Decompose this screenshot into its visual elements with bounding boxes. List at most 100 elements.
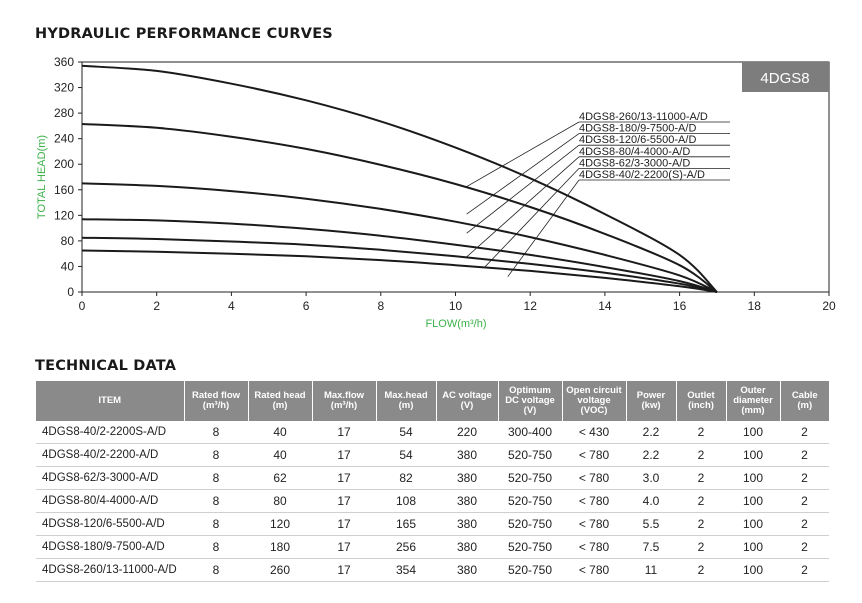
- table-cell: 17: [312, 421, 376, 444]
- table-cell: 2.2: [626, 421, 676, 444]
- legend-label: 4DGS8-120/6-5500-A/D: [579, 134, 696, 146]
- table-cell: < 780: [562, 443, 626, 467]
- table-cell: 256: [376, 535, 436, 559]
- table-cell: < 430: [562, 421, 626, 444]
- table-cell: 62: [248, 466, 312, 490]
- table-cell: 2: [780, 489, 829, 513]
- table-row: 4DGS8-62/3-3000-A/D 8 62 17 82 380 520-750 < 78…: [36, 466, 829, 490]
- table-cell: 520-750: [498, 558, 562, 582]
- legend: 4DGS8-260/13-11000-A/D4DGS8-180/9-7500-A…: [579, 111, 708, 181]
- leader-line: [466, 133, 580, 215]
- table-cell: < 780: [562, 535, 626, 559]
- table-cell: 2.2: [626, 443, 676, 467]
- y-tick-label: 120: [54, 208, 74, 222]
- table-cell: 180: [248, 535, 312, 559]
- table-cell: 260: [248, 558, 312, 582]
- table-cell: 4DGS8-180/9-7500-A/D: [36, 535, 184, 559]
- table-cell: 100: [726, 558, 780, 582]
- table-cell: 380: [436, 558, 498, 582]
- x-axis-ticks: 0 2 4 6 8 10 12 14 16 18 20: [79, 292, 836, 313]
- table-row: 4DGS8-40/2-2200S-A/D 8 40 17 54 220 300-400 < 4…: [36, 421, 829, 444]
- x-tick-label: 18: [748, 299, 762, 313]
- table-cell: 4DGS8-40/2-2200S-A/D: [36, 421, 184, 444]
- table-cell: 82: [376, 466, 436, 490]
- table-row: 4DGS8-80/4-4000-A/D 8 80 17 108 380 520-750 < 7…: [36, 489, 829, 513]
- y-tick-label: 40: [61, 259, 75, 273]
- table-header-cell: Optimum DC voltage (V): [498, 381, 563, 421]
- table-cell: 40: [248, 443, 312, 467]
- table-cell: 520-750: [498, 535, 562, 559]
- table-cell: 8: [184, 489, 248, 513]
- table-cell: 4DGS8-62/3-3000-A/D: [36, 466, 184, 490]
- table-cell: 100: [726, 535, 780, 559]
- table-cell: 380: [436, 512, 498, 536]
- x-tick-label: 6: [303, 299, 310, 313]
- table-cell: 2: [780, 466, 829, 490]
- table-header-cell: Rated flow (m³/h): [184, 381, 249, 421]
- table-cell: 2: [676, 421, 726, 444]
- curve-2: [81, 123, 718, 293]
- table-header-cell: Outlet (inch): [676, 381, 727, 421]
- table-cell: 2: [676, 489, 726, 513]
- leader-line: [507, 179, 580, 277]
- leader-line: [466, 156, 580, 258]
- table-cell: 520-750: [498, 512, 562, 536]
- model-badge-bg: [742, 62, 829, 92]
- table-cell: 165: [376, 512, 436, 536]
- legend-label: 4DGS8-40/2-2200(S)-A/D: [579, 169, 705, 181]
- table-header-cell: Cable (m): [780, 381, 829, 421]
- x-tick-label: 20: [822, 299, 836, 313]
- table-cell: 4.0: [626, 489, 676, 513]
- table-cell: 520-750: [498, 466, 562, 490]
- x-tick-label: 4: [228, 299, 235, 313]
- table-cell: 380: [436, 535, 498, 559]
- table-cell: 380: [436, 443, 498, 467]
- table-cell: 2: [780, 535, 829, 559]
- y-tick-label: 320: [54, 81, 74, 95]
- table-cell: 108: [376, 489, 436, 513]
- table-cell: 100: [726, 512, 780, 536]
- table-cell: 2: [780, 512, 829, 536]
- pump-curves: [81, 64, 718, 293]
- leader-line: [485, 168, 580, 267]
- table-cell: 54: [376, 421, 436, 444]
- table-cell: 5.5: [626, 512, 676, 536]
- table-header-cell: Max.head (m): [376, 381, 437, 421]
- curve-4: [81, 218, 718, 293]
- table-cell: 120: [248, 512, 312, 536]
- table-cell: 8: [184, 443, 248, 467]
- table-cell: 2: [780, 421, 829, 444]
- legend-label: 4DGS8-62/3-3000-A/D: [579, 157, 690, 169]
- table-cell: 4DGS8-260/13-11000-A/D: [36, 558, 184, 582]
- table-cell: 2: [676, 443, 726, 467]
- table-cell: 300-400: [498, 421, 562, 444]
- table-row: 4DGS8-40/2-2200-A/D 8 40 17 54 380 520-750 < 78…: [36, 443, 829, 467]
- table-row: 4DGS8-180/9-7500-A/D 8 180 17 256 380 520-750 <…: [36, 535, 829, 559]
- table-header-cell: ITEM: [36, 381, 185, 421]
- model-badge: 4DGS8: [742, 62, 829, 92]
- curve-6: [81, 249, 718, 293]
- table-row: 4DGS8-120/6-5500-A/D 8 120 17 165 380 520-750 <…: [36, 512, 829, 536]
- model-badge-text: 4DGS8: [760, 70, 809, 87]
- table-cell: < 780: [562, 558, 626, 582]
- table-cell: 3.0: [626, 466, 676, 490]
- table-cell: 17: [312, 535, 376, 559]
- table-cell: 100: [726, 466, 780, 490]
- table-header-cell: Open circuit voltage (VOC): [562, 381, 627, 421]
- x-tick-label: 12: [524, 299, 538, 313]
- table-cell: 7.5: [626, 535, 676, 559]
- x-tick-label: 16: [673, 299, 687, 313]
- y-axis-ticks: 0 40 80 120 160 200 240 280 320 360: [54, 55, 82, 299]
- table-cell: 17: [312, 443, 376, 467]
- leader-line: [466, 121, 580, 187]
- table-cell: 80: [248, 489, 312, 513]
- x-tick-label: 14: [598, 299, 612, 313]
- table-cell: 2: [676, 512, 726, 536]
- table-cell: 2: [676, 535, 726, 559]
- table-header-cell: Power (kw): [626, 381, 677, 421]
- x-tick-label: 8: [377, 299, 384, 313]
- table-cell: 520-750: [498, 443, 562, 467]
- table-cell: 520-750: [498, 489, 562, 513]
- legend-label: 4DGS8-260/13-11000-A/D: [579, 111, 708, 123]
- table-cell: 17: [312, 558, 376, 582]
